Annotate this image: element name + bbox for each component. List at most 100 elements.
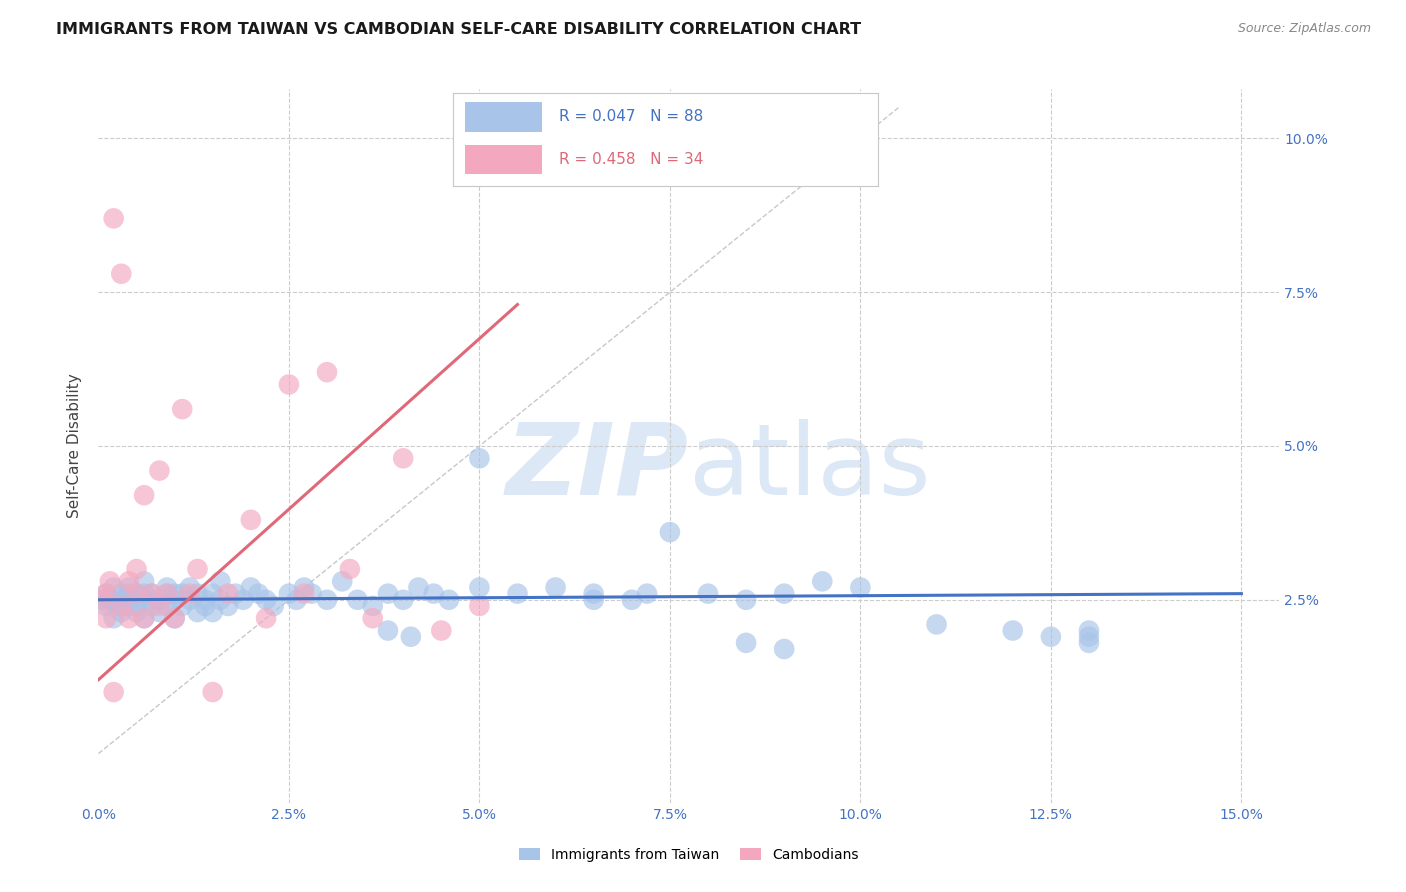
Point <box>399 630 422 644</box>
Point <box>172 402 194 417</box>
Point <box>277 587 299 601</box>
Legend: Immigrants from Taiwan, Cambodians: Immigrants from Taiwan, Cambodians <box>513 842 865 867</box>
Point <box>544 581 567 595</box>
Point <box>301 587 323 601</box>
Point <box>103 592 125 607</box>
Point <box>232 592 254 607</box>
Point <box>201 685 224 699</box>
Text: R = 0.458   N = 34: R = 0.458 N = 34 <box>560 152 703 167</box>
Point <box>125 587 148 601</box>
Point <box>468 599 491 613</box>
Point <box>811 574 834 589</box>
Point <box>186 587 208 601</box>
Point <box>163 592 186 607</box>
Point <box>377 587 399 601</box>
Point <box>201 587 224 601</box>
Point <box>134 587 156 601</box>
Point <box>125 605 148 619</box>
Text: R = 0.047   N = 88: R = 0.047 N = 88 <box>560 110 703 124</box>
Point <box>134 592 156 607</box>
Point <box>316 592 339 607</box>
Point <box>179 592 201 607</box>
Point <box>247 587 270 601</box>
Point <box>1078 636 1101 650</box>
Point <box>239 513 262 527</box>
Point <box>98 574 121 589</box>
Point <box>156 581 179 595</box>
Point <box>141 587 163 601</box>
Point <box>292 587 315 601</box>
Point <box>392 592 415 607</box>
Point <box>156 599 179 613</box>
Point <box>179 581 201 595</box>
Point <box>330 574 353 589</box>
Point <box>125 599 148 613</box>
Point <box>735 592 758 607</box>
Bar <box>465 145 543 175</box>
Point <box>118 611 141 625</box>
Point <box>925 617 948 632</box>
Point <box>636 587 658 601</box>
Point <box>292 581 315 595</box>
Point <box>163 611 186 625</box>
Point <box>110 267 132 281</box>
Point <box>156 587 179 601</box>
Point <box>163 587 186 601</box>
Point <box>134 488 156 502</box>
Point <box>118 587 141 601</box>
Point <box>91 592 114 607</box>
Point <box>125 562 148 576</box>
Point <box>141 587 163 601</box>
Point <box>110 605 132 619</box>
Point <box>125 587 148 601</box>
Point <box>209 574 232 589</box>
Point <box>316 365 339 379</box>
Point <box>103 211 125 226</box>
Point <box>134 574 156 589</box>
Point <box>773 642 796 657</box>
Point <box>217 599 239 613</box>
Point <box>118 581 141 595</box>
Text: Source: ZipAtlas.com: Source: ZipAtlas.com <box>1237 22 1371 36</box>
Point <box>172 599 194 613</box>
Point <box>103 611 125 625</box>
Point <box>361 599 384 613</box>
Point <box>422 587 444 601</box>
Point <box>468 451 491 466</box>
Point <box>201 605 224 619</box>
Point <box>141 592 163 607</box>
Point <box>163 611 186 625</box>
Point <box>658 525 681 540</box>
Point <box>186 605 208 619</box>
Point <box>582 592 605 607</box>
Point <box>134 611 156 625</box>
Point <box>225 587 247 601</box>
Point <box>285 592 308 607</box>
Point <box>620 592 643 607</box>
Point <box>148 592 170 607</box>
Point <box>346 592 368 607</box>
Point <box>849 581 872 595</box>
Point <box>186 562 208 576</box>
Point <box>103 581 125 595</box>
Point <box>254 592 277 607</box>
Point <box>110 587 132 601</box>
Point <box>110 599 132 613</box>
Point <box>194 592 217 607</box>
Point <box>506 587 529 601</box>
Point <box>1078 624 1101 638</box>
Point <box>361 611 384 625</box>
Point <box>339 562 361 576</box>
Point <box>94 587 117 601</box>
Point <box>148 599 170 613</box>
Point <box>118 592 141 607</box>
Point <box>209 592 232 607</box>
Point <box>1001 624 1024 638</box>
Point <box>263 599 285 613</box>
Point <box>148 605 170 619</box>
Point <box>156 587 179 601</box>
Point <box>697 587 720 601</box>
Point <box>408 581 430 595</box>
Point <box>118 574 141 589</box>
Point <box>172 587 194 601</box>
